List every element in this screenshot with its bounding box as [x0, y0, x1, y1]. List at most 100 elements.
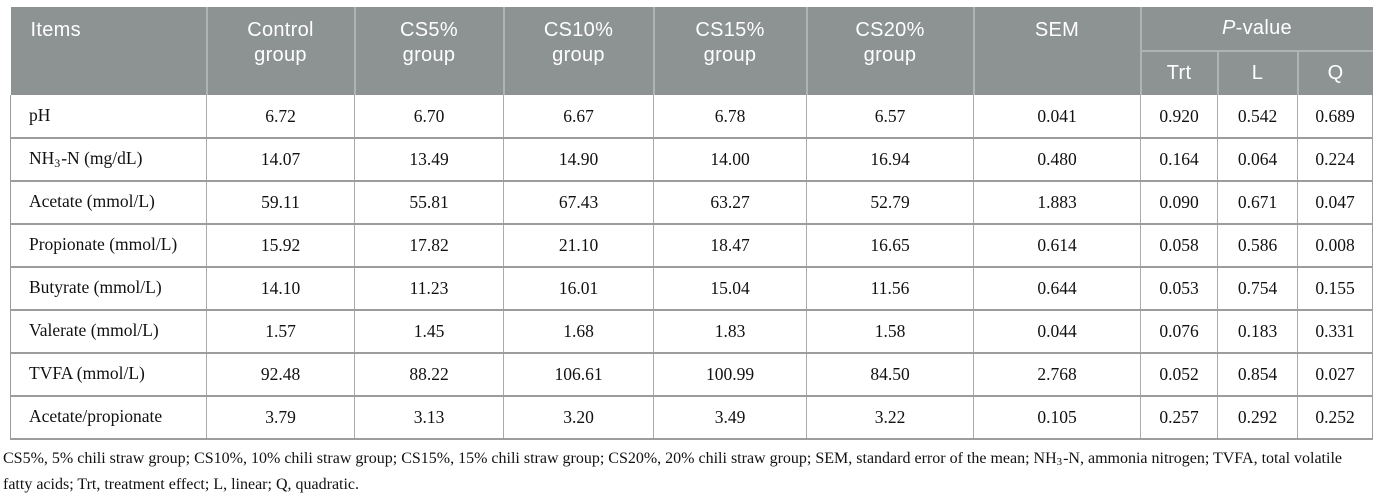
- footnote-text: CS5%, 5% chili straw group; CS10%, 10% c…: [3, 450, 1057, 467]
- value-cell: 2.768: [973, 352, 1141, 396]
- value-cell: 0.614: [973, 223, 1141, 267]
- value-cell: 0.090: [1140, 180, 1218, 224]
- value-cell: 3.49: [653, 395, 807, 440]
- value-cell: 59.11: [206, 180, 355, 224]
- col-header-p-value: P-value: [1139, 7, 1373, 52]
- table-row-acetate: Acetate (mmol/L) 59.11 55.81 67.43 63.27…: [10, 180, 1373, 224]
- value-cell: 21.10: [503, 223, 654, 267]
- value-cell: 0.586: [1217, 223, 1298, 267]
- value-cell: 15.92: [206, 223, 355, 267]
- value-cell: 6.67: [503, 95, 654, 138]
- table-footnote: CS5%, 5% chili straw group; CS10%, 10% c…: [3, 448, 1375, 495]
- value-cell: 0.047: [1297, 180, 1373, 224]
- table-row-tvfa: TVFA (mmol/L) 92.48 88.22 106.61 100.99 …: [10, 352, 1373, 396]
- p-value-rest: -value: [1235, 17, 1292, 39]
- row-label-cell: Acetate (mmol/L): [10, 180, 207, 224]
- row-label-text: TVFA (mmol/L): [29, 363, 145, 384]
- row-label-cell: NH3-N (mg/dL): [10, 137, 207, 181]
- table-row-nh3n: NH3-N (mg/dL) 14.07 13.49 14.90 14.00 16…: [10, 137, 1373, 181]
- value-cell: 0.053: [1140, 266, 1218, 310]
- value-cell: 6.70: [354, 95, 504, 138]
- value-cell: 0.105: [973, 395, 1141, 440]
- value-cell: 0.044: [973, 309, 1141, 353]
- row-label-text: Propionate (mmol/L): [29, 234, 178, 255]
- value-cell: 88.22: [354, 352, 504, 396]
- value-cell: 0.331: [1297, 309, 1373, 353]
- value-cell: 0.052: [1140, 352, 1218, 396]
- value-cell: 14.10: [206, 266, 355, 310]
- value-cell: 14.07: [206, 137, 355, 181]
- rumen-fermentation-table: Items Control group CS5% group CS10% gro…: [10, 7, 1373, 440]
- row-label-text: Acetate (mmol/L): [29, 191, 155, 212]
- header-row-sub: Trt L Q: [11, 51, 1373, 95]
- value-cell: 63.27: [653, 180, 807, 224]
- col-header-items: Items: [10, 7, 207, 95]
- value-cell: 6.57: [806, 95, 974, 138]
- value-cell: 3.22: [806, 395, 974, 440]
- col-header-line2: group: [254, 44, 307, 66]
- row-label-text: -N (mg/dL): [61, 148, 143, 169]
- value-cell: 17.82: [354, 223, 504, 267]
- value-cell: 1.58: [806, 309, 974, 353]
- col-header-line1: CS20%: [855, 19, 925, 41]
- value-cell: 52.79: [806, 180, 974, 224]
- col-header-cs5-group: CS5% group: [353, 7, 504, 95]
- table-row-valerate: Valerate (mmol/L) 1.57 1.45 1.68 1.83 1.…: [10, 309, 1373, 353]
- value-cell: 1.68: [503, 309, 654, 353]
- value-cell: 0.292: [1217, 395, 1298, 440]
- value-cell: 6.72: [206, 95, 355, 138]
- value-cell: 106.61: [503, 352, 654, 396]
- value-cell: 0.164: [1140, 137, 1218, 181]
- col-header-line2: group: [552, 44, 605, 66]
- value-cell: 14.90: [503, 137, 654, 181]
- row-label-subscript: [159, 328, 160, 342]
- table-header: Items Control group CS5% group CS10% gro…: [10, 7, 1373, 95]
- value-cell: 0.224: [1297, 137, 1373, 181]
- value-cell: 1.83: [653, 309, 807, 353]
- row-label-subscript: [162, 285, 163, 299]
- value-cell: 84.50: [806, 352, 974, 396]
- value-cell: 3.13: [354, 395, 504, 440]
- col-header-cs10-group: CS10% group: [502, 7, 654, 95]
- value-cell: 0.257: [1140, 395, 1218, 440]
- value-cell: 0.252: [1297, 395, 1373, 440]
- col-header-cs15-group: CS15% group: [652, 7, 807, 95]
- row-label-subscript: [145, 371, 146, 385]
- value-cell: 67.43: [503, 180, 654, 224]
- col-header-cs20-group: CS20% group: [805, 7, 974, 95]
- table-container: Items Control group CS5% group CS10% gro…: [10, 7, 1375, 440]
- value-cell: 13.49: [354, 137, 504, 181]
- col-header-line1: CS10%: [543, 19, 614, 41]
- table-row-ph: pH 6.72 6.70 6.67 6.78 6.57 0.041 0.920 …: [10, 95, 1373, 138]
- table-body: pH 6.72 6.70 6.67 6.78 6.57 0.041 0.920 …: [10, 95, 1373, 440]
- row-label-cell: pH: [10, 95, 207, 138]
- row-label-cell: Valerate (mmol/L): [10, 309, 207, 353]
- value-cell: 1.45: [354, 309, 504, 353]
- value-cell: 11.56: [806, 266, 974, 310]
- row-label-text: NH: [29, 148, 55, 169]
- row-label-subscript: [162, 414, 163, 428]
- subcol-header-l: L: [1216, 51, 1298, 95]
- col-header-line2: group: [703, 44, 757, 66]
- col-header-line1: CS15%: [695, 19, 765, 41]
- p-value-italic-p: P: [1222, 17, 1236, 39]
- value-cell: 92.48: [206, 352, 355, 396]
- row-label-cell: TVFA (mmol/L): [10, 352, 207, 396]
- col-header-line2: group: [402, 44, 456, 66]
- value-cell: 0.542: [1217, 95, 1298, 138]
- subcol-header-trt: Trt: [1139, 51, 1218, 95]
- value-cell: 0.058: [1140, 223, 1218, 267]
- row-label-subscript: [50, 112, 51, 126]
- footnote-text: -N, ammonia nitrogen; TVFA, total volati…: [3, 450, 1342, 493]
- value-cell: 0.027: [1297, 352, 1373, 396]
- row-label-subscript: 3: [54, 155, 61, 170]
- col-header-line1: Control: [247, 19, 314, 41]
- value-cell: 15.04: [653, 266, 807, 310]
- row-label-cell: Propionate (mmol/L): [10, 223, 207, 267]
- value-cell: 11.23: [354, 266, 504, 310]
- value-cell: 1.883: [973, 180, 1141, 224]
- row-label-text: Acetate/propionate: [29, 406, 163, 427]
- value-cell: 0.183: [1217, 309, 1298, 353]
- value-cell: 0.064: [1217, 137, 1298, 181]
- value-cell: 0.076: [1140, 309, 1218, 353]
